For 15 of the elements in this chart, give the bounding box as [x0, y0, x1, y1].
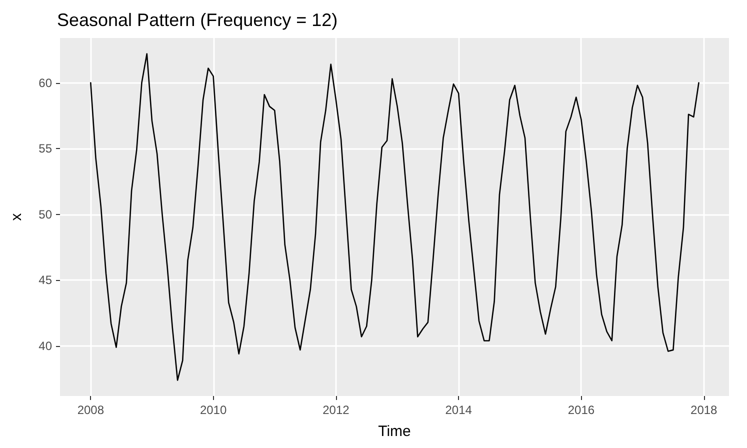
y-tick-label: 40: [38, 338, 52, 353]
x-tick-label: 2010: [200, 403, 227, 417]
y-tick-label: 45: [38, 273, 52, 288]
chart-title: Seasonal Pattern (Frequency = 12): [57, 10, 338, 30]
line-series: [90, 53, 700, 381]
y-tick-label: 55: [38, 142, 52, 156]
y-tick-label: 60: [38, 76, 52, 90]
x-axis-title: Time: [378, 423, 411, 440]
x-tick-label: 2016: [568, 403, 595, 417]
x-tick-label: 2008: [77, 403, 104, 417]
y-tick-label: 50: [38, 207, 52, 222]
x-tick-label: 2012: [322, 403, 350, 417]
x-tick-label: 2018: [690, 403, 718, 417]
y-axis-title: x: [8, 212, 25, 221]
x-tick-label: 2014: [445, 403, 472, 417]
